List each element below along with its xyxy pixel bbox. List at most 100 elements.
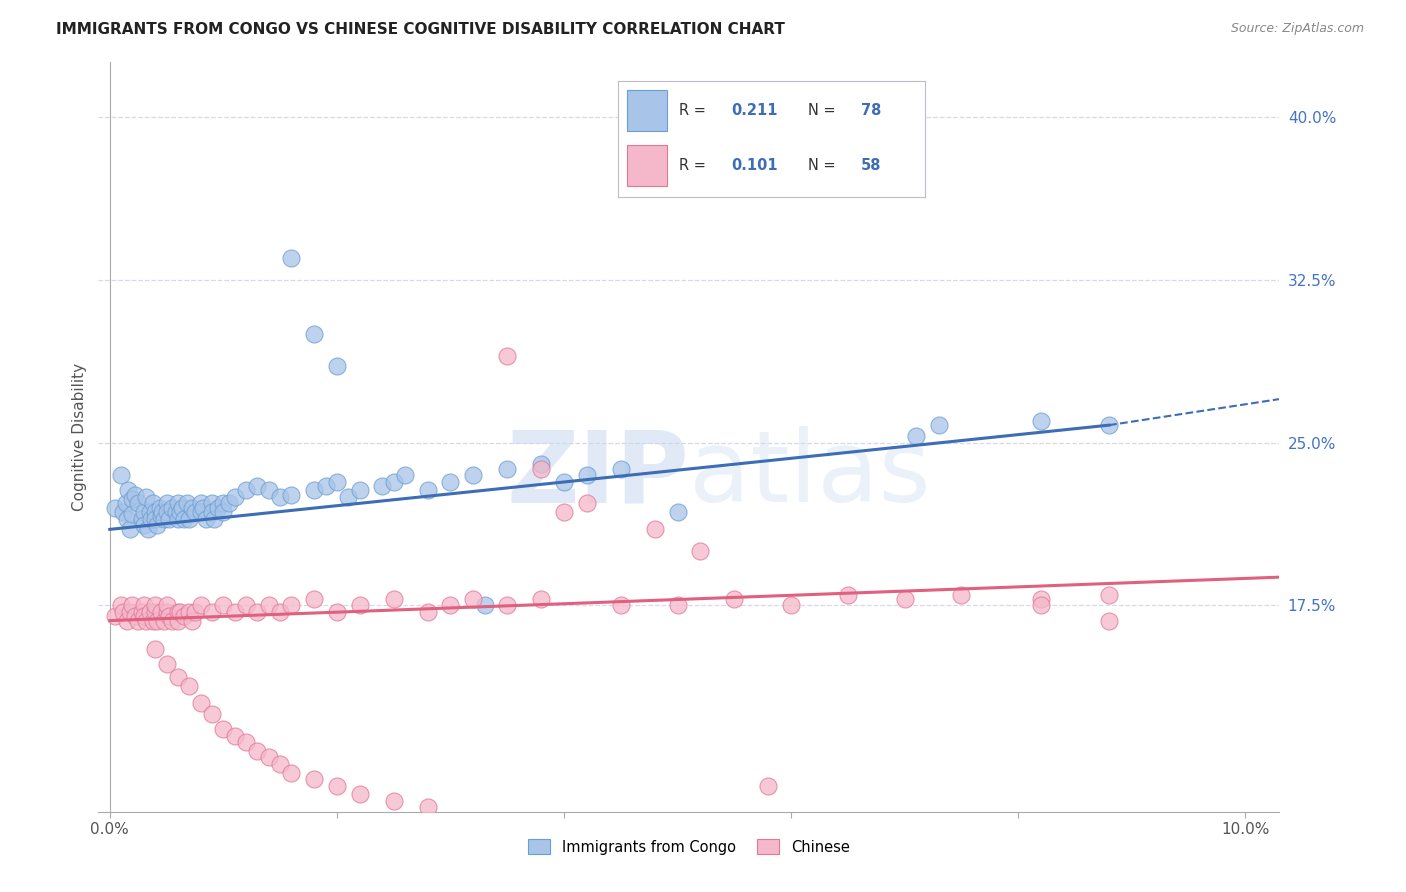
- Point: [302, 591, 325, 606]
- Point: [893, 591, 915, 606]
- Point: [153, 614, 176, 628]
- Point: [155, 599, 177, 613]
- Point: [149, 509, 172, 524]
- Point: [246, 479, 269, 493]
- Point: [143, 605, 166, 619]
- Point: [150, 505, 173, 519]
- Point: [112, 505, 135, 519]
- Point: [115, 614, 138, 628]
- Point: [104, 500, 127, 515]
- Point: [439, 475, 461, 489]
- Point: [124, 488, 146, 502]
- Point: [212, 496, 235, 510]
- Point: [280, 599, 302, 613]
- Point: [530, 457, 553, 471]
- Point: [190, 505, 212, 519]
- Point: [173, 511, 195, 525]
- Point: [224, 605, 246, 619]
- Point: [257, 750, 280, 764]
- Point: [155, 657, 177, 671]
- Point: [1098, 614, 1121, 628]
- Point: [201, 706, 224, 721]
- Point: [172, 500, 194, 515]
- Point: [302, 326, 325, 341]
- Point: [394, 468, 416, 483]
- Point: [496, 599, 519, 613]
- Point: [474, 599, 496, 613]
- Point: [928, 418, 950, 433]
- Point: [723, 591, 745, 606]
- Point: [153, 511, 176, 525]
- Point: [146, 614, 169, 628]
- Point: [257, 483, 280, 498]
- Point: [382, 794, 405, 808]
- Point: [269, 756, 291, 771]
- Point: [138, 505, 160, 519]
- Point: [139, 511, 162, 525]
- Point: [326, 359, 349, 374]
- Point: [201, 505, 224, 519]
- Point: [155, 605, 177, 619]
- Point: [1029, 599, 1052, 613]
- Point: [496, 461, 519, 475]
- Point: [190, 496, 212, 510]
- Point: [202, 511, 225, 525]
- Point: [439, 599, 461, 613]
- Point: [132, 505, 155, 519]
- Point: [246, 744, 269, 758]
- Point: [349, 788, 371, 802]
- Point: [315, 479, 337, 493]
- Point: [224, 490, 246, 504]
- Point: [127, 614, 149, 628]
- Point: [190, 599, 212, 613]
- Point: [302, 772, 325, 786]
- Point: [666, 505, 689, 519]
- Point: [224, 729, 246, 743]
- Point: [179, 605, 201, 619]
- Point: [121, 507, 143, 521]
- Point: [553, 475, 575, 489]
- Point: [143, 641, 166, 656]
- Legend: Immigrants from Congo, Chinese: Immigrants from Congo, Chinese: [522, 833, 856, 861]
- Point: [184, 605, 207, 619]
- Point: [610, 599, 633, 613]
- Point: [143, 505, 166, 519]
- Point: [110, 468, 132, 483]
- Point: [416, 605, 439, 619]
- Point: [155, 496, 177, 510]
- Point: [115, 511, 138, 525]
- Point: [837, 588, 859, 602]
- Point: [120, 605, 142, 619]
- Point: [169, 605, 191, 619]
- Point: [269, 605, 291, 619]
- Point: [280, 765, 302, 780]
- Point: [121, 491, 143, 506]
- Point: [135, 614, 157, 628]
- Point: [575, 496, 598, 510]
- Point: [758, 779, 780, 793]
- Point: [235, 599, 257, 613]
- Point: [114, 496, 136, 510]
- Text: IMMIGRANTS FROM CONGO VS CHINESE COGNITIVE DISABILITY CORRELATION CHART: IMMIGRANTS FROM CONGO VS CHINESE COGNITI…: [56, 22, 785, 37]
- Point: [179, 679, 201, 693]
- Point: [120, 522, 142, 536]
- Point: [1098, 418, 1121, 433]
- Point: [302, 483, 325, 498]
- Point: [610, 461, 633, 475]
- Point: [180, 614, 202, 628]
- Point: [169, 505, 191, 519]
- Point: [180, 500, 202, 515]
- Point: [104, 609, 127, 624]
- Point: [416, 483, 439, 498]
- Point: [167, 511, 190, 525]
- Point: [349, 599, 371, 613]
- Point: [131, 511, 153, 525]
- Point: [905, 429, 928, 443]
- Point: [121, 848, 143, 863]
- Point: [371, 479, 394, 493]
- Point: [110, 599, 132, 613]
- Point: [132, 518, 155, 533]
- Point: [121, 599, 143, 613]
- Point: [142, 496, 165, 510]
- Point: [280, 251, 302, 265]
